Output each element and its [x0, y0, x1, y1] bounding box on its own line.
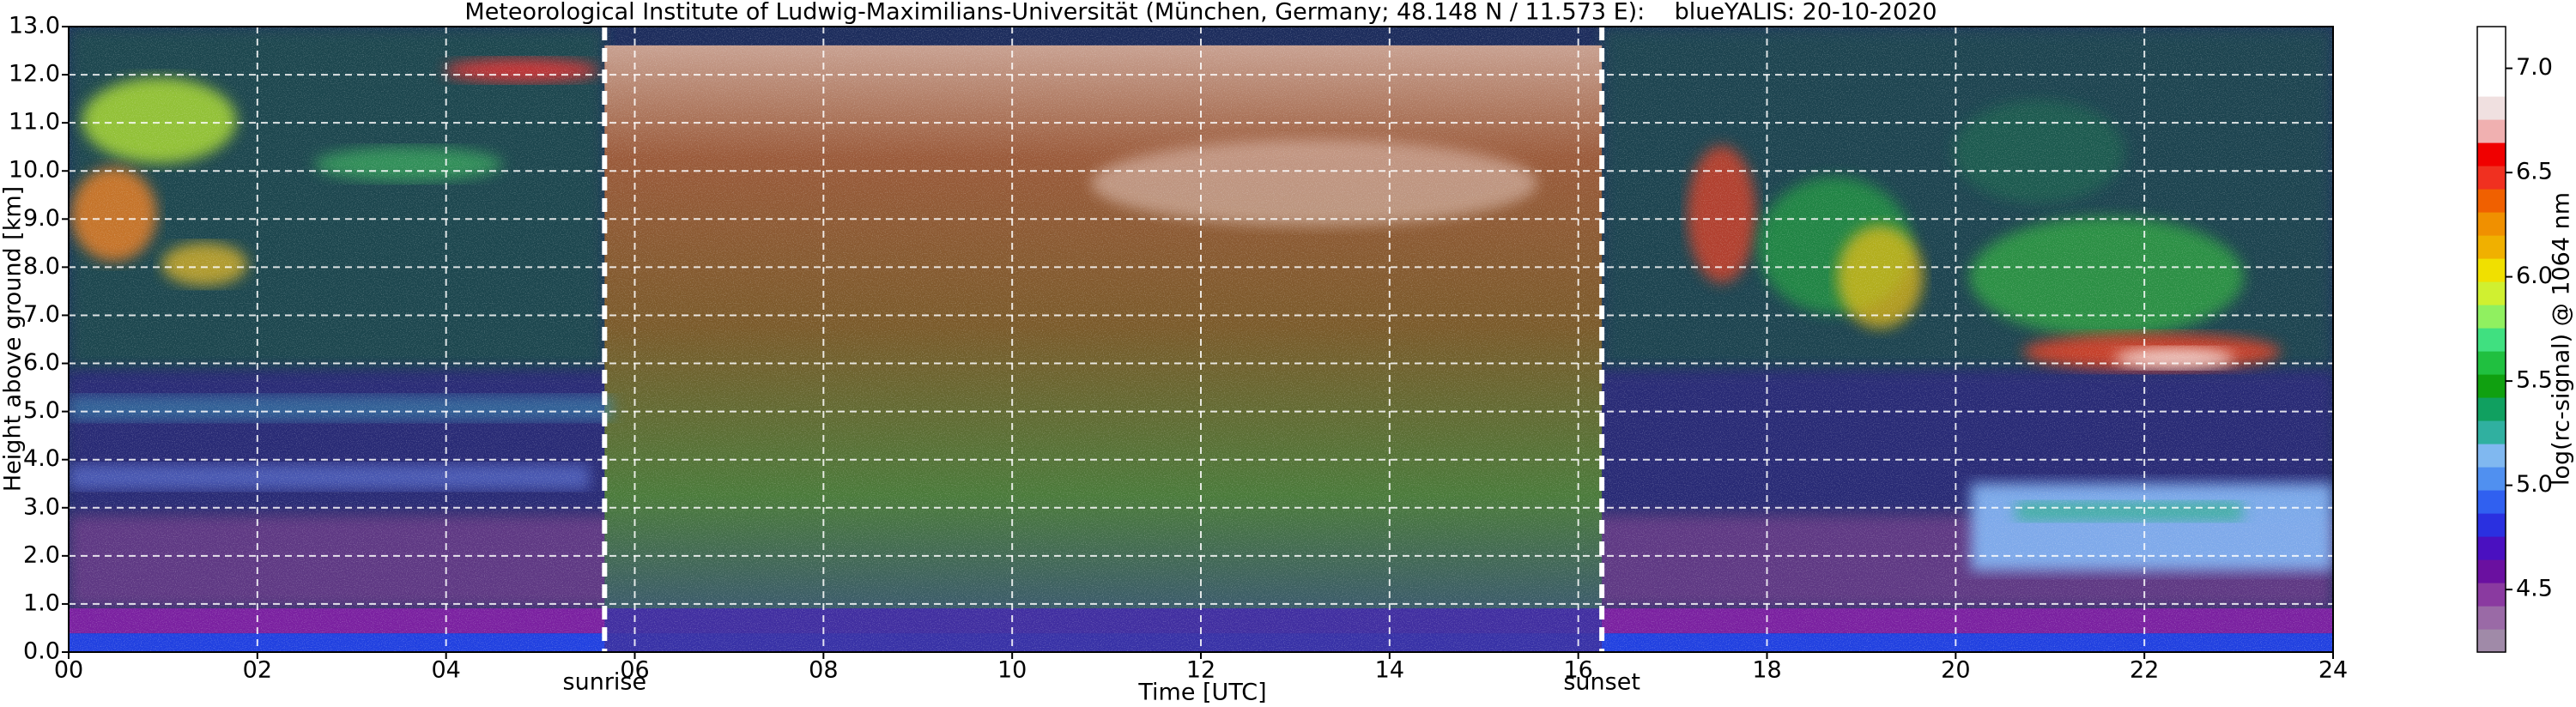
colorbar-swatch: [2477, 235, 2506, 259]
colorbar-swatch: [2477, 467, 2506, 491]
y-tick-label: 9.0: [23, 205, 60, 232]
colorbar-tick-label: 7.0: [2516, 54, 2553, 81]
colorbar-swatch: [2477, 397, 2506, 421]
colorbar-swatch: [2477, 606, 2506, 630]
x-tick-label: 14: [1375, 657, 1404, 684]
colorbar-swatch: [2477, 305, 2506, 329]
colorbar-swatch: [2477, 351, 2506, 375]
colorbar-swatch: [2477, 328, 2506, 352]
y-tick-label: 0.0: [23, 638, 60, 665]
colorbar-swatch: [2477, 490, 2506, 514]
colorbar-swatch: [2477, 374, 2506, 398]
colorbar-swatch: [2477, 536, 2506, 560]
colorbar-swatch: [2477, 73, 2506, 97]
x-tick-label: 18: [1752, 657, 1781, 684]
x-tick-label: 22: [2130, 657, 2159, 684]
chart-title: Meteorological Institute of Ludwig-Maxim…: [464, 0, 1937, 26]
colorbar-label: log(rc-signal) @ 1064 nm: [2549, 192, 2575, 486]
y-tick-label: 1.0: [23, 589, 60, 616]
colorbar-swatch: [2477, 142, 2506, 166]
y-tick-label: 12.0: [9, 61, 60, 88]
plot-frame: [68, 26, 2334, 653]
colorbar-swatch: [2477, 189, 2506, 213]
y-axis-label: Height above ground [km]: [0, 186, 27, 492]
colorbar-tick-label: 6.5: [2516, 159, 2553, 185]
colorbar-swatch: [2477, 420, 2506, 444]
y-tick-label: 6.0: [23, 349, 60, 376]
colorbar-swatch: [2477, 559, 2506, 583]
colorbar-swatch: [2477, 119, 2506, 143]
x-tick-label: 24: [2318, 657, 2348, 684]
x-tick-label: 12: [1186, 657, 1215, 684]
y-tick-label: 13.0: [9, 13, 60, 39]
y-tick-label: 2.0: [23, 541, 60, 568]
colorbar-swatch: [2477, 281, 2506, 305]
colorbar-tick-label: 6.0: [2516, 263, 2553, 289]
x-tick-label: 04: [431, 657, 460, 684]
y-tick-label: 10.0: [9, 157, 60, 184]
colorbar-swatch: [2477, 27, 2506, 51]
colorbar-swatch: [2477, 166, 2506, 190]
x-tick-label: 16: [1563, 657, 1592, 684]
annotation-label: sunset: [1563, 669, 1640, 696]
y-tick-label: 5.0: [23, 397, 60, 424]
colorbar-swatch: [2477, 583, 2506, 607]
colorbar-tick-label: 5.5: [2516, 367, 2553, 394]
colorbar-tick-label: 5.0: [2516, 471, 2553, 498]
y-tick-label: 11.0: [9, 109, 60, 136]
colorbar-swatch: [2477, 258, 2506, 282]
y-tick-label: 7.0: [23, 301, 60, 328]
colorbar-swatch: [2477, 513, 2506, 537]
x-tick-label: 06: [620, 657, 649, 684]
y-tick-label: 4.0: [23, 445, 60, 472]
colorbar-tick-label: 4.5: [2516, 576, 2553, 602]
colorbar-swatch: [2477, 629, 2506, 653]
x-tick-label: 08: [809, 657, 838, 684]
colorbar-swatch: [2477, 50, 2506, 74]
x-tick-label: 02: [243, 657, 272, 684]
colorbar-swatch: [2477, 212, 2506, 236]
x-tick-label: 10: [997, 657, 1027, 684]
y-tick-label: 8.0: [23, 253, 60, 280]
x-tick-label: 00: [54, 657, 83, 684]
annotation-label: sunrise: [563, 669, 647, 696]
colorbar-swatch: [2477, 96, 2506, 120]
x-axis-label: Time [UTC]: [1137, 680, 1266, 706]
y-tick-label: 3.0: [23, 493, 60, 520]
x-tick-label: 20: [1941, 657, 1970, 684]
colorbar-swatch: [2477, 444, 2506, 468]
colorbar-frame: [2476, 26, 2506, 653]
